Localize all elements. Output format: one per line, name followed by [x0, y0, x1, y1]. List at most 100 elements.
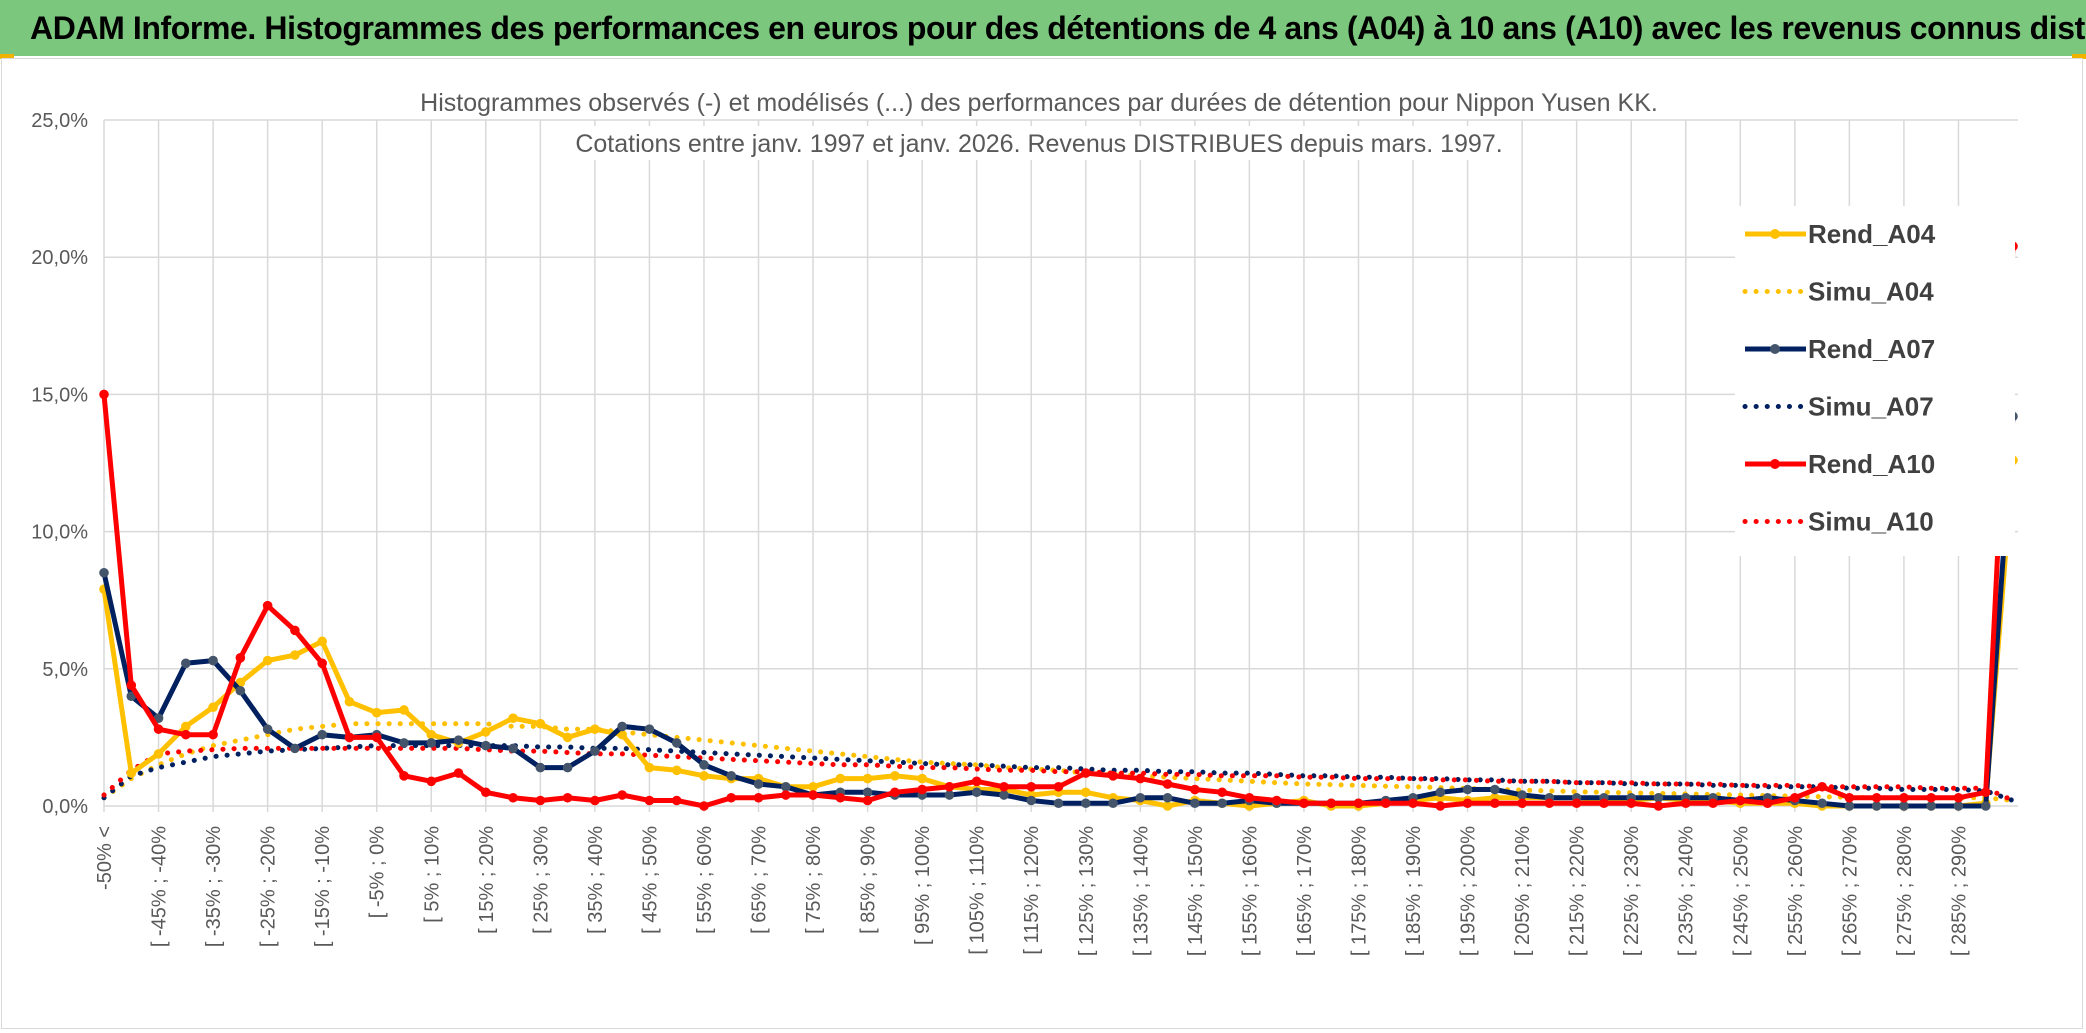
point-Rend_A10	[1762, 798, 1773, 809]
x-tick-label: [ -5% ; 0%	[367, 826, 389, 918]
x-tick-label: [ 275% ; 280%	[1894, 826, 1916, 956]
x-tick-label: [ 125% ; 130%	[1076, 826, 1098, 956]
point-Rend_A07	[399, 738, 409, 748]
x-tick-label: [ 75% ; 80%	[803, 826, 825, 934]
x-tick-label: [ 145% ; 150%	[1185, 826, 1207, 956]
point-Rend_A07	[1899, 801, 1909, 811]
point-Rend_A07	[726, 771, 737, 781]
point-Rend_A10	[944, 781, 955, 792]
point-Rend_A10	[1790, 792, 1800, 803]
point-Rend_A10	[426, 776, 437, 787]
point-Rend_A10	[1926, 792, 1936, 803]
point-Rend_A10	[1244, 792, 1255, 803]
point-Rend_A07	[644, 724, 655, 734]
point-Rend_A10	[126, 680, 137, 691]
point-Rend_A10	[208, 729, 218, 740]
point-Rend_A10	[726, 792, 737, 803]
point-Rend_A10	[1190, 784, 1200, 795]
point-Rend_A07	[590, 746, 600, 756]
y-tick-label: 5,0%	[42, 659, 88, 681]
chart-title-line2: Cotations entre janv. 1997 et janv. 2026…	[575, 130, 1502, 158]
point-Rend_A04	[181, 721, 191, 732]
point-Rend_A10	[562, 792, 573, 803]
point-Rend_A07	[1490, 784, 1500, 795]
x-tick-label: [ 25% ; 30%	[530, 826, 552, 934]
x-tick-label: [ -15% ; -10%	[312, 826, 334, 947]
point-Rend_A10	[1053, 781, 1064, 792]
point-Rend_A10	[1571, 798, 1582, 809]
point-Rend_A04	[890, 771, 900, 781]
point-Rend_A07	[1162, 792, 1173, 803]
x-tick-label: [ 235% ; 240%	[1676, 826, 1698, 956]
point-Rend_A07	[1462, 784, 1473, 795]
point-Rend_A07	[290, 743, 300, 754]
x-tick-label: [ 225% ; 230%	[1621, 826, 1643, 956]
point-Rend_A04	[535, 718, 546, 729]
x-tick-label: [ -35% ; -30%	[203, 826, 225, 947]
x-axis: -50% < [ -45% ; -40% [ -35% ; -30% [ -25% ;…	[94, 826, 1970, 956]
point-Rend_A07	[617, 721, 627, 732]
point-Rend_A07	[1844, 801, 1855, 811]
point-Rend_A04	[917, 773, 927, 784]
point-Rend_A10	[1080, 768, 1091, 778]
point-Rend_A07	[1080, 798, 1091, 809]
point-Rend_A10	[808, 790, 818, 800]
legend-item-Rend_A07: Rend_A07	[1745, 334, 1935, 364]
point-Rend_A10	[1953, 792, 1964, 803]
point-Rend_A10	[399, 771, 409, 781]
point-Rend_A10	[917, 784, 927, 795]
point-Rend_A10	[1217, 787, 1227, 798]
point-Rend_A10	[1544, 798, 1555, 809]
point-Rend_A10	[835, 792, 846, 803]
y-tick-label: 15,0%	[31, 384, 88, 406]
point-Rend_A10	[1517, 798, 1527, 809]
point-Rend_A10	[290, 625, 300, 636]
x-tick-label: [ 175% ; 180%	[1348, 826, 1370, 956]
point-Rend_A10	[699, 801, 709, 811]
point-Rend_A10	[235, 653, 246, 663]
point-Rend_A10	[671, 795, 682, 806]
x-tick-label: [ 135% ; 140%	[1130, 826, 1152, 956]
point-Rend_A10	[1271, 795, 1282, 806]
point-Rend_A07	[999, 790, 1009, 800]
point-Rend_A07	[481, 740, 491, 751]
x-tick-label: [ -25% ; -20%	[258, 826, 280, 947]
point-Rend_A10	[780, 790, 791, 800]
series-Rend_A10	[99, 241, 2018, 811]
point-Rend_A10	[453, 768, 464, 778]
point-Rend_A07	[1108, 798, 1118, 809]
x-tick-label: -50% <	[94, 826, 116, 890]
point-Rend_A10	[1135, 773, 1146, 784]
point-Rend_A10	[1026, 781, 1037, 792]
x-tick-label: [ -45% ; -40%	[149, 826, 171, 947]
point-Rend_A07	[944, 790, 955, 800]
point-Rend_A04	[617, 729, 627, 740]
point-Rend_A04	[808, 781, 818, 792]
legend-item-Simu_A07: Simu_A07	[1742, 392, 1934, 422]
point-Rend_A10	[1299, 798, 1309, 809]
point-Rend_A10	[508, 792, 518, 803]
point-Rend_A07	[1026, 795, 1037, 806]
point-Rend_A07	[671, 738, 682, 748]
point-Rend_A07	[235, 685, 246, 696]
legend-marker-Rend_A07	[1770, 344, 1780, 354]
x-tick-label: [ 155% ; 160%	[1239, 826, 1261, 956]
series-Rend_A04	[99, 455, 2018, 811]
point-Rend_A04	[126, 768, 137, 778]
legend-item-Rend_A10: Rend_A10	[1745, 449, 1935, 479]
point-Rend_A10	[181, 729, 191, 740]
point-Rend_A07	[971, 787, 982, 798]
point-Rend_A10	[890, 787, 900, 798]
legend-label-Rend_A10: Rend_A10	[1808, 449, 1935, 479]
point-Rend_A07	[208, 655, 218, 666]
page-title: ADAM Informe. Histogrammes des performan…	[30, 9, 2086, 46]
point-Rend_A10	[1708, 798, 1718, 809]
point-Rend_A07	[780, 781, 791, 792]
legend-marker-Rend_A10	[1770, 459, 1780, 469]
point-Rend_A07	[508, 743, 518, 754]
point-Rend_A07	[1817, 798, 1827, 809]
point-Rend_A07	[99, 567, 109, 578]
point-Rend_A04	[644, 762, 655, 773]
point-Rend_A10	[1680, 798, 1691, 809]
series-group	[99, 241, 2018, 811]
